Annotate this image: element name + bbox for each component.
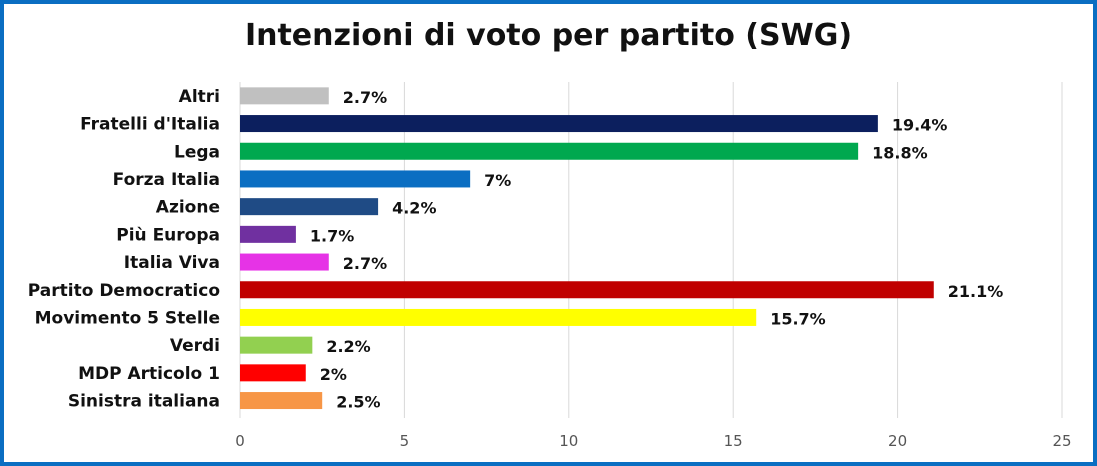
category-label: Altri: [179, 87, 220, 107]
category-label: Azione: [156, 198, 220, 218]
bar: [240, 253, 329, 271]
category-label: Fratelli d'Italia: [80, 115, 220, 135]
x-tick-label: 15: [724, 432, 743, 450]
bar: [240, 392, 323, 410]
category-label: Lega: [174, 142, 220, 162]
category-label: Verdi: [170, 336, 220, 356]
category-label: Sinistra italiana: [68, 392, 220, 412]
bar: [240, 308, 757, 326]
chart-title: Intenzioni di voto per partito (SWG): [244, 18, 853, 53]
x-tick-label: 0: [235, 432, 245, 450]
bar: [240, 281, 934, 299]
data-label: 7%: [484, 171, 511, 190]
data-label: 15.7%: [770, 309, 826, 328]
category-label: Forza Italia: [113, 170, 220, 190]
bar: [240, 87, 329, 105]
x-tick-label: 10: [559, 432, 578, 450]
bar: [240, 170, 471, 188]
x-tick-label: 20: [888, 432, 907, 450]
category-label: Italia Viva: [124, 253, 220, 273]
category-label: Partito Democratico: [28, 281, 220, 301]
category-label: MDP Articolo 1: [78, 364, 220, 384]
data-label: 19.4%: [892, 116, 948, 135]
x-tick-label: 25: [1052, 432, 1071, 450]
data-label: 18.8%: [872, 143, 928, 162]
bar: [240, 142, 859, 160]
x-tick-label: 5: [400, 432, 410, 450]
bar: [240, 364, 306, 382]
data-label: 2.7%: [343, 88, 387, 107]
bar: [240, 336, 313, 354]
bar: [240, 198, 379, 216]
data-label: 2.7%: [343, 254, 387, 273]
category-label: Più Europa: [116, 225, 220, 245]
category-label: Movimento 5 Stelle: [35, 308, 220, 328]
data-label: 2.2%: [326, 337, 370, 356]
bar: [240, 115, 878, 133]
data-label: 2%: [320, 365, 347, 384]
bar: [240, 225, 296, 243]
data-label: 1.7%: [310, 226, 354, 245]
data-label: 21.1%: [948, 282, 1004, 301]
data-label: 4.2%: [392, 199, 436, 218]
data-label: 2.5%: [336, 393, 380, 412]
